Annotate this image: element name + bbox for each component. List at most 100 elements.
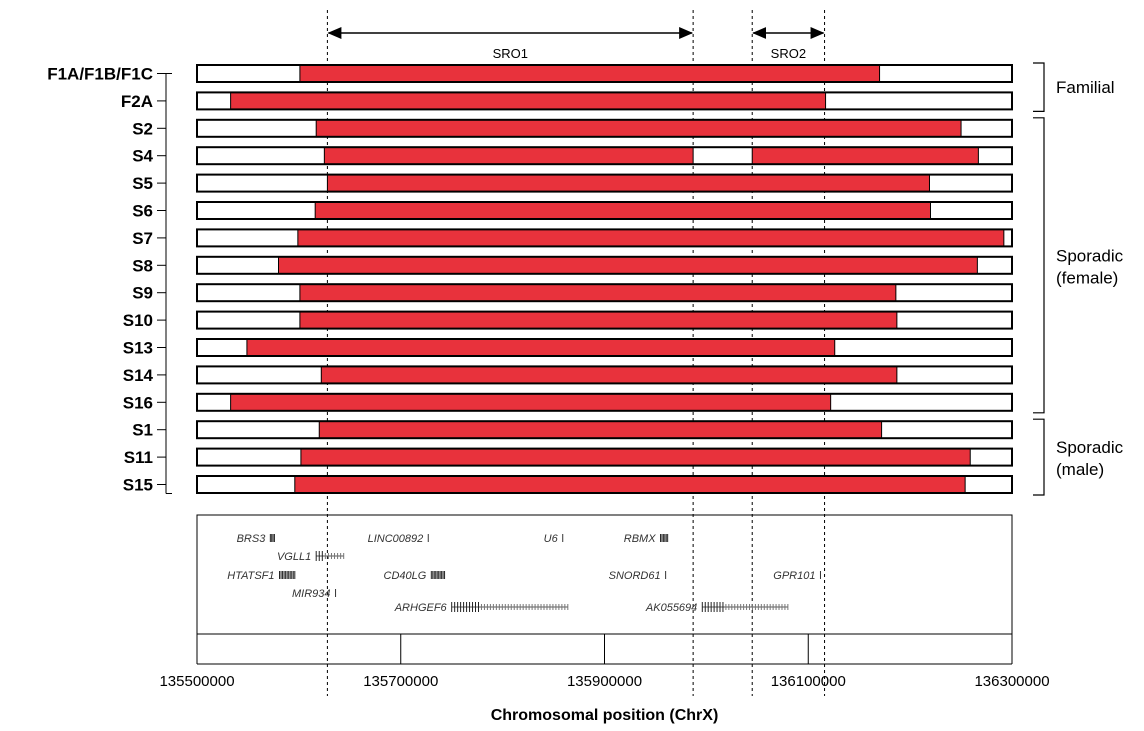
row-outline xyxy=(196,228,1013,248)
row-label: S15 xyxy=(123,476,153,495)
row-label: F2A xyxy=(121,92,153,111)
deletion-segment xyxy=(320,365,898,384)
x-tick-label: 135900000 xyxy=(567,673,642,690)
row-outline xyxy=(196,420,1013,440)
gene-label: VGLL1 xyxy=(277,551,311,563)
row-label: S11 xyxy=(124,448,153,467)
sample-row: S7 xyxy=(132,228,1013,248)
sample-row: S2 xyxy=(132,118,1013,138)
group-bracket xyxy=(1033,117,1045,414)
gene-cd40lg: CD40LG xyxy=(384,570,446,582)
row-outline xyxy=(196,447,1013,467)
sample-row: F1A/F1B/F1C xyxy=(47,64,1013,84)
group-label: Sporadic (female) xyxy=(1056,246,1124,287)
gene-label: RBMX xyxy=(624,533,656,545)
row-outline xyxy=(196,338,1013,357)
sample-row: S8 xyxy=(132,255,1013,275)
sample-row: S15 xyxy=(123,475,1013,495)
sample-row: S14 xyxy=(123,365,1013,385)
gene-label: MIR934 xyxy=(292,588,331,600)
sample-row: S16 xyxy=(123,392,1013,412)
row-outline xyxy=(196,64,1013,83)
row-outline xyxy=(196,173,1013,193)
row-outline xyxy=(196,310,1013,330)
deletion-segment xyxy=(230,91,827,110)
row-label: S16 xyxy=(123,393,153,412)
gene-u6: U6 xyxy=(544,533,564,545)
row-label: S7 xyxy=(132,229,153,248)
gene-vgll1: VGLL1 xyxy=(277,551,345,563)
deletion-segment xyxy=(751,146,979,165)
row-outline xyxy=(196,392,1013,412)
gene-label: HTATSF1 xyxy=(227,570,274,582)
deletion-segment xyxy=(314,201,931,220)
gene-label: LINC00892 xyxy=(368,533,424,545)
x-axis-title: Chromosomal position (ChrX) xyxy=(491,707,719,724)
deletion-segment xyxy=(315,119,962,138)
gene-ak055694: AK055694 xyxy=(645,602,789,614)
sample-row: S6 xyxy=(132,201,1013,221)
sro-label: SRO1 xyxy=(493,46,528,61)
row-outline xyxy=(196,201,1013,220)
gene-label: U6 xyxy=(544,533,559,545)
deletion-segment xyxy=(323,146,694,165)
sample-row: S11 xyxy=(124,447,1013,467)
gene-label: BRS3 xyxy=(237,533,267,545)
row-label: S4 xyxy=(132,147,153,166)
sample-row: S13 xyxy=(123,338,1013,358)
deletion-segment xyxy=(246,338,836,357)
deletion-segment xyxy=(300,448,971,467)
gene-rbmx: RBMX xyxy=(624,533,669,545)
deletion-segment xyxy=(299,64,881,83)
x-tick-label: 135700000 xyxy=(363,673,438,690)
gene-label: AK055694 xyxy=(645,602,697,614)
deletion-segment xyxy=(294,475,966,494)
row-label: S6 xyxy=(132,202,153,221)
sample-row: S5 xyxy=(132,173,1013,193)
row-label: S13 xyxy=(123,339,153,358)
deletion-segment xyxy=(318,420,883,439)
sample-row: F2A xyxy=(121,91,1013,111)
sample-row: S4 xyxy=(132,146,1013,166)
row-label: S5 xyxy=(132,174,153,193)
x-tick-label: 136100000 xyxy=(771,673,846,690)
deletion-segment xyxy=(299,283,897,302)
row-outline xyxy=(196,118,1013,138)
row-label: S8 xyxy=(132,256,153,275)
deletion-segment xyxy=(299,311,898,330)
gene-label: GPR101 xyxy=(773,570,815,582)
gene-brs3: BRS3 xyxy=(237,533,275,545)
gene-linc00892: LINC00892 xyxy=(368,533,429,545)
sample-row: S10 xyxy=(123,310,1013,330)
x-tick-label: 136300000 xyxy=(974,673,1049,690)
row-outline xyxy=(196,91,1013,111)
group-bracket xyxy=(1033,62,1045,112)
gene-gpr101: GPR101 xyxy=(773,570,821,582)
row-outline xyxy=(196,146,1013,166)
gene-htatsf1: HTATSF1 xyxy=(227,570,296,582)
sample-row: S1 xyxy=(132,420,1013,440)
row-outline xyxy=(196,365,1013,385)
sro-label: SRO2 xyxy=(771,46,806,61)
deletion-segment xyxy=(230,393,832,412)
group-label: Familial xyxy=(1056,78,1115,97)
row-label: F1A/F1B/F1C xyxy=(47,65,153,84)
deletion-segment xyxy=(278,256,978,275)
group-label: Sporadic (male) xyxy=(1056,438,1124,479)
deletion-segment xyxy=(297,228,1005,247)
x-tick-label: 135500000 xyxy=(159,673,234,690)
row-outline xyxy=(196,255,1013,275)
row-outline xyxy=(196,283,1013,303)
sample-row: S9 xyxy=(132,283,1013,303)
gene-label: SNORD61 xyxy=(609,570,661,582)
gene-annotation-box xyxy=(196,514,1013,635)
row-label: S1 xyxy=(132,421,153,440)
row-label: S14 xyxy=(123,366,154,385)
row-label: S9 xyxy=(132,284,153,303)
gene-arhgef6: ARHGEF6 xyxy=(394,602,569,614)
group-bracket xyxy=(1033,418,1045,496)
row-outline xyxy=(196,475,1013,494)
gene-mir934: MIR934 xyxy=(292,588,337,600)
row-label: S10 xyxy=(123,311,153,330)
